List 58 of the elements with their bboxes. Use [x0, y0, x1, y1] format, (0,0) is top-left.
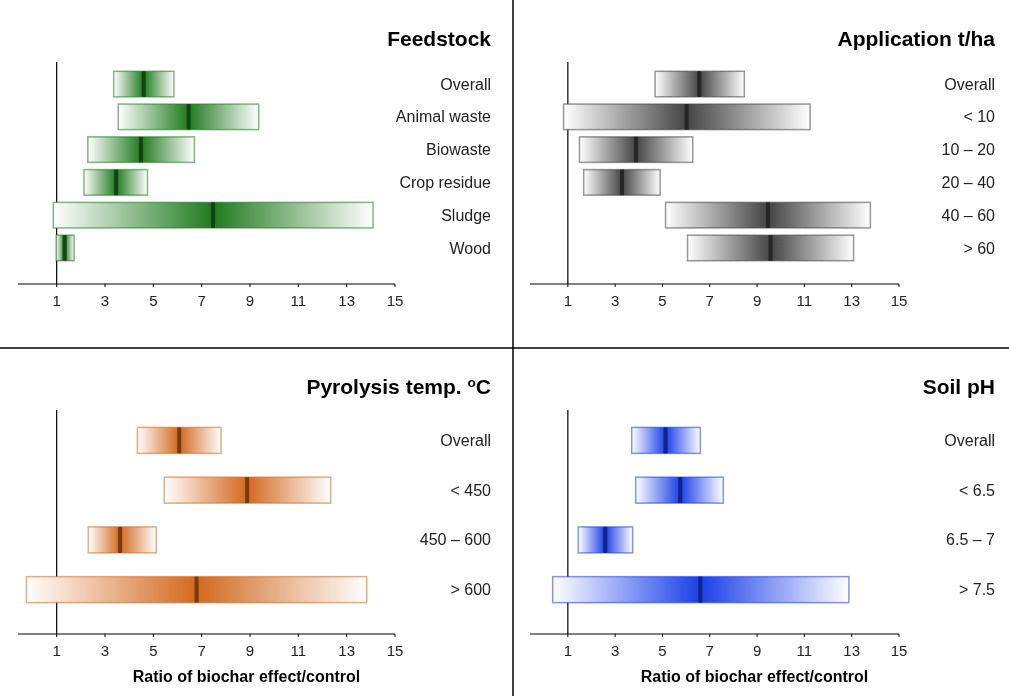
x-tick-label: 5 — [149, 292, 158, 309]
chart-title: Application t/ha — [837, 27, 996, 50]
y-tick-label: < 10 — [963, 108, 996, 126]
x-tick-label: 13 — [338, 292, 356, 309]
x-tick-label: 7 — [705, 642, 714, 659]
y-tick-label: Animal waste — [395, 108, 492, 126]
y-tick-label: Sludge — [441, 206, 492, 224]
y-tick-label: 40 – 60 — [941, 206, 996, 224]
x-tick-label: 7 — [705, 292, 714, 309]
x-tick-label: 15 — [890, 292, 908, 309]
x-axis-title: Ratio of biochar effect/control — [132, 668, 361, 685]
y-tick-label: Overall — [944, 75, 995, 93]
x-tick-label: 9 — [245, 292, 255, 309]
y-tick-label: 20 – 40 — [941, 173, 996, 191]
y-tick-label: Overall — [944, 431, 995, 449]
x-axis-title: Ratio of biochar effect/control — [640, 668, 869, 685]
x-tick-label: 11 — [290, 642, 307, 659]
y-tick-label: < 450 — [450, 481, 492, 499]
x-tick-label: 9 — [245, 642, 255, 659]
x-tick-label: 3 — [100, 642, 110, 659]
text: Soil pH — [922, 375, 995, 398]
x-tick-label: 1 — [563, 292, 573, 309]
y-tick-label: 450 – 600 — [419, 531, 492, 549]
x-tick-label: 11 — [796, 292, 813, 309]
x-tick-label: 3 — [610, 642, 620, 659]
x-tick-label: 11 — [290, 292, 307, 309]
x-tick-label: 5 — [658, 292, 667, 309]
x-tick-label: 7 — [197, 642, 206, 659]
x-tick-label: 9 — [752, 642, 762, 659]
x-tick-label: 1 — [52, 292, 61, 309]
x-tick-label: 7 — [197, 292, 206, 309]
x-tick-label: 3 — [610, 292, 620, 309]
x-tick-label: 15 — [890, 642, 908, 659]
x-tick-label: 11 — [796, 642, 813, 659]
y-tick-label: 6.5 – 7 — [946, 531, 996, 549]
y-tick-label: Overall — [440, 75, 491, 93]
y-tick-label: 10 – 20 — [941, 141, 996, 159]
y-tick-label: < 6.5 — [958, 481, 996, 499]
y-tick-label: Crop residue — [399, 173, 492, 191]
x-tick-label: 1 — [52, 642, 61, 659]
chart-title: Pyrolysis temp. $^{o}$C — [306, 374, 491, 398]
y-tick-label: > 7.5 — [958, 581, 996, 599]
x-tick-label: 15 — [386, 292, 404, 309]
y-tick-label: Wood — [449, 239, 491, 257]
x-tick-label: 3 — [100, 292, 110, 309]
x-tick-label: 1 — [563, 642, 573, 659]
y-tick-label: Overall — [440, 431, 491, 449]
y-tick-label: > 600 — [450, 581, 492, 599]
y-tick-label: Biowaste — [426, 141, 492, 159]
y-tick-label: > 60 — [963, 239, 996, 257]
x-tick-label: 13 — [338, 642, 356, 659]
x-tick-label: 13 — [843, 292, 861, 309]
text: Feedstock — [387, 27, 492, 50]
x-tick-label: 5 — [658, 642, 667, 659]
x-tick-label: 5 — [149, 642, 158, 659]
x-tick-label: 9 — [752, 292, 762, 309]
x-tick-label: 15 — [386, 642, 404, 659]
x-tick-label: 13 — [843, 642, 861, 659]
